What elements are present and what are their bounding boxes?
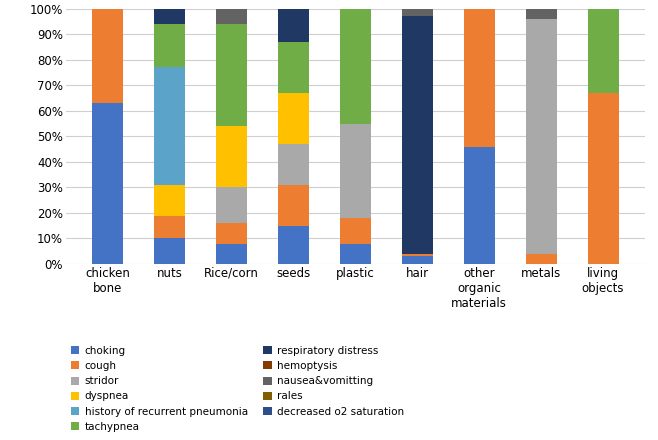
- Bar: [216, 187, 247, 223]
- Bar: [278, 144, 309, 185]
- Bar: [154, 67, 185, 185]
- Bar: [402, 16, 433, 254]
- Legend: choking, cough, stridor, dyspnea, history of recurrent pneumonia, tachypnea, res: choking, cough, stridor, dyspnea, histor…: [71, 346, 404, 432]
- Bar: [154, 216, 185, 238]
- Bar: [278, 9, 309, 42]
- Bar: [216, 244, 247, 264]
- Bar: [216, 24, 247, 126]
- Bar: [154, 185, 185, 216]
- Bar: [92, 9, 123, 103]
- Bar: [216, 223, 247, 244]
- Bar: [340, 218, 371, 244]
- Bar: [526, 9, 557, 19]
- Bar: [278, 42, 309, 93]
- Bar: [340, 0, 371, 124]
- Bar: [278, 93, 309, 144]
- Bar: [216, 126, 247, 187]
- Bar: [402, 254, 433, 257]
- Bar: [464, 9, 495, 147]
- Bar: [526, 254, 557, 264]
- Bar: [464, 147, 495, 264]
- Bar: [154, 0, 185, 24]
- Bar: [588, 9, 619, 93]
- Bar: [340, 124, 371, 218]
- Bar: [402, 9, 433, 16]
- Bar: [154, 24, 185, 67]
- Bar: [588, 93, 619, 264]
- Bar: [154, 238, 185, 264]
- Bar: [216, 9, 247, 24]
- Bar: [278, 185, 309, 226]
- Bar: [402, 257, 433, 264]
- Bar: [340, 244, 371, 264]
- Bar: [278, 226, 309, 264]
- Bar: [92, 103, 123, 264]
- Bar: [526, 19, 557, 254]
